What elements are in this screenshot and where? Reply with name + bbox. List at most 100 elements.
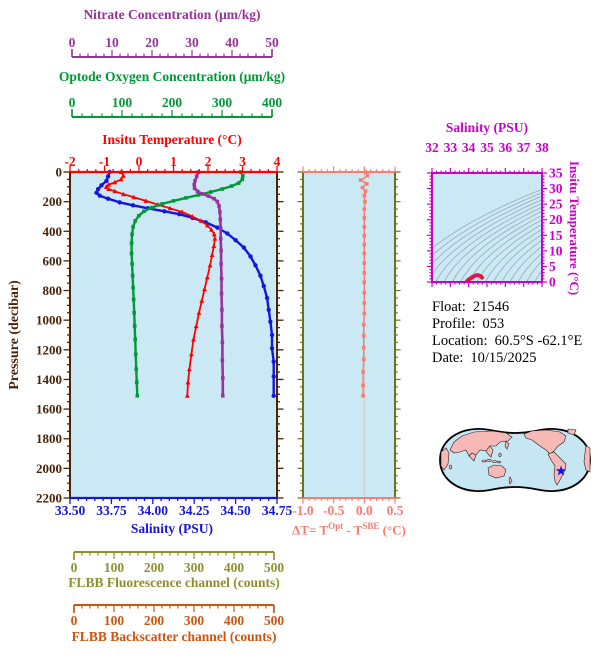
backscatter-tick-label: 300 bbox=[184, 613, 205, 628]
salinity-axis-title: Salinity (PSU) bbox=[130, 521, 214, 536]
salinity-tick-label: 34.75 bbox=[262, 503, 293, 518]
data-point-marker bbox=[189, 351, 194, 357]
data-point-marker bbox=[190, 213, 195, 219]
data-point-marker bbox=[269, 346, 275, 351]
float-id-line: Float: 21546 bbox=[432, 299, 582, 316]
data-point-marker bbox=[160, 202, 164, 206]
data-point-marker bbox=[217, 204, 221, 208]
data-point-marker bbox=[362, 301, 367, 305]
delta-t-tick-label: 0.5 bbox=[387, 503, 404, 518]
data-point-marker bbox=[362, 207, 367, 211]
delta-t-plot-area bbox=[303, 172, 395, 498]
data-point-marker bbox=[358, 178, 363, 182]
map-landmass bbox=[508, 476, 513, 485]
data-point-marker bbox=[149, 205, 154, 210]
map-landmass bbox=[440, 447, 450, 471]
data-point-marker bbox=[269, 332, 275, 338]
data-point-marker bbox=[196, 193, 201, 197]
map-landmass bbox=[485, 445, 494, 458]
isopycnal-contour bbox=[460, 214, 542, 282]
pressure-tick-label: 800 bbox=[43, 283, 63, 298]
backscatter-tick-label: 0 bbox=[71, 613, 78, 628]
data-point-marker bbox=[193, 179, 197, 183]
location-value: 60.5°S -62.1°E bbox=[494, 333, 583, 349]
ts-salinity-tick-label: 32 bbox=[425, 140, 439, 155]
data-point-marker bbox=[133, 352, 138, 357]
nitrate-tick-label: 0 bbox=[69, 35, 76, 50]
data-point-marker bbox=[248, 254, 253, 259]
pressure-tick-label: 1000 bbox=[36, 313, 62, 328]
data-point-marker bbox=[219, 276, 224, 281]
ts-temperature-axis-label: Insitu Temperature (°C) bbox=[567, 161, 582, 296]
data-point-marker bbox=[362, 193, 367, 198]
map-landmass bbox=[504, 440, 510, 450]
data-point-marker bbox=[220, 187, 224, 191]
oxygen-tick-label: 400 bbox=[262, 95, 283, 110]
data-point-marker bbox=[118, 176, 124, 182]
data-point-marker bbox=[204, 222, 210, 228]
data-point-marker bbox=[215, 225, 220, 230]
salinity-tick-label: 34.00 bbox=[138, 503, 169, 518]
data-point-marker bbox=[202, 286, 207, 292]
ts-temperature-tick-label: 0 bbox=[549, 275, 556, 290]
pressure-tick-label: 200 bbox=[43, 194, 63, 209]
data-point-marker bbox=[143, 198, 149, 203]
ts-temperature-tick-label: 35 bbox=[549, 166, 563, 181]
data-point-marker bbox=[271, 374, 276, 379]
pressure-tick-label: 2200 bbox=[36, 491, 62, 506]
float-id-value: 21546 bbox=[472, 299, 510, 315]
data-point-marker bbox=[241, 173, 245, 178]
data-point-marker bbox=[220, 393, 225, 398]
data-point-marker bbox=[134, 367, 139, 371]
float-position-star bbox=[555, 465, 567, 476]
data-point-marker bbox=[106, 181, 112, 187]
data-point-marker bbox=[121, 191, 126, 197]
data-point-marker bbox=[200, 192, 205, 196]
data-point-marker bbox=[264, 295, 270, 301]
delta-t-label-sup-opt: Opt bbox=[328, 521, 344, 531]
fluorescence-axis-title: FLBB Fluorescence channel (counts) bbox=[68, 575, 280, 590]
data-point-marker bbox=[121, 173, 126, 178]
data-point-marker bbox=[361, 383, 365, 388]
data-point-marker bbox=[133, 219, 138, 223]
backscatter-tick-label: 400 bbox=[224, 613, 245, 628]
nitrate-tick-label: 20 bbox=[145, 35, 159, 50]
data-point-marker bbox=[131, 297, 136, 302]
data-point-marker bbox=[194, 174, 199, 179]
data-point-marker bbox=[271, 359, 276, 364]
delta-t-tick-label: 0.0 bbox=[356, 503, 373, 518]
location-line: Location: 60.5°S -62.1°E bbox=[432, 333, 582, 350]
data-point-marker bbox=[212, 236, 218, 241]
data-point-marker bbox=[219, 262, 223, 266]
data-point-marker bbox=[211, 243, 217, 249]
data-point-marker bbox=[131, 225, 135, 229]
nitrate-tick-label: 40 bbox=[225, 35, 239, 50]
ts-curve bbox=[465, 274, 483, 282]
data-point-marker bbox=[220, 340, 225, 345]
data-point-marker bbox=[207, 262, 213, 268]
ts-salinity-tick-label: 37 bbox=[517, 140, 531, 155]
data-point-marker bbox=[105, 196, 111, 201]
data-point-marker bbox=[106, 186, 112, 192]
data-point-marker bbox=[236, 181, 241, 185]
map-landmass bbox=[468, 452, 477, 462]
data-point-marker bbox=[94, 190, 99, 195]
data-point-marker bbox=[271, 393, 276, 398]
isopycnal-contour bbox=[468, 219, 542, 282]
temperature-tick-label: 4 bbox=[274, 154, 281, 169]
data-point-marker bbox=[361, 345, 366, 350]
nitrate-tick-label: 50 bbox=[265, 35, 279, 50]
pressure-tick-label: 1800 bbox=[36, 431, 62, 446]
profile-number-label: Profile: bbox=[432, 316, 476, 332]
pressure-tick-label: 1400 bbox=[36, 372, 62, 387]
pressure-tick-label: 600 bbox=[43, 253, 63, 268]
data-point-marker bbox=[196, 310, 202, 315]
data-point-marker bbox=[362, 216, 367, 220]
oxygen-tick-label: 0 bbox=[69, 95, 76, 110]
ts-salinity-tick-label: 33 bbox=[444, 140, 458, 155]
data-point-marker bbox=[167, 205, 173, 211]
data-point-marker bbox=[220, 358, 225, 362]
data-point-marker bbox=[112, 188, 118, 194]
delta-t-tick-label: -0.5 bbox=[323, 503, 345, 518]
